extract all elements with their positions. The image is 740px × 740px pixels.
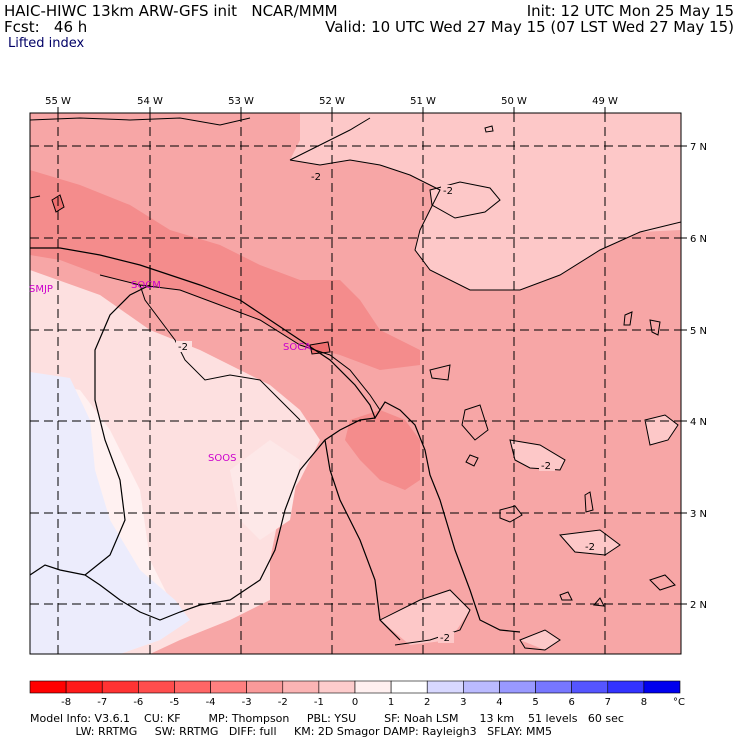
contour-label: -2: [440, 633, 450, 644]
colorbar-tick-label: -4: [206, 697, 216, 708]
colorbar-swatch: [101, 680, 139, 694]
contour-label: -2: [443, 186, 453, 197]
colorbar-swatch: [174, 680, 211, 694]
lifted-index-field: [30, 113, 681, 654]
lat-label: 2 N: [690, 600, 707, 611]
colorbar-swatch: [246, 680, 284, 694]
colorbar-swatch: [571, 680, 609, 694]
colorbar-tick-label: -1: [314, 697, 324, 708]
colorbar-swatch: [535, 680, 572, 694]
contour-lines: [30, 117, 681, 651]
colorbar-tick-label: 4: [496, 697, 502, 708]
valid-time: Valid: 10 UTC Wed 27 May 15 (07 LST Wed …: [325, 18, 734, 36]
colorbar-tick-label: 8: [641, 697, 647, 708]
lat-label: 4 N: [690, 417, 707, 428]
lon-label: 51 W: [410, 96, 436, 107]
colorbar-swatch: [65, 680, 103, 694]
colorbar-tick-label: 2: [424, 697, 430, 708]
colorbar-swatch: [138, 680, 175, 694]
lon-label: 53 W: [228, 96, 254, 107]
field-name: Lifted index: [8, 36, 85, 51]
lon-label: 55 W: [45, 96, 71, 107]
colorbar-swatch: [390, 680, 428, 694]
colorbar-swatch: [29, 680, 67, 694]
colorbar-tick-label: -6: [133, 697, 143, 708]
station-label: SOCA: [283, 342, 311, 353]
colorbar-tick-label: 3: [460, 697, 466, 708]
station-label: SOCM: [131, 280, 161, 291]
map-frame: [29, 112, 682, 655]
colorbar-swatch: [318, 680, 356, 694]
colorbar-tick-label: 0: [352, 697, 358, 708]
lat-label: 6 N: [690, 234, 707, 245]
colorbar-swatch: [499, 680, 536, 694]
contour-label: -2: [178, 342, 188, 353]
lat-label: 3 N: [690, 509, 707, 520]
model-title: HAIC-HIWC 13km ARW-GFS init NCAR/MMM: [4, 2, 338, 20]
colorbar-tick-label: 6: [568, 697, 574, 708]
contour-label: -2: [311, 172, 321, 183]
lon-label: 54 W: [137, 96, 163, 107]
station-label: SOOS: [208, 453, 236, 464]
colorbar-tick-label: -8: [61, 697, 71, 708]
colorbar-swatch: [282, 680, 320, 694]
lat-label: 7 N: [690, 142, 707, 153]
init-time: Init: 12 UTC Mon 25 May 15: [526, 2, 734, 20]
colorbar-swatch: [643, 680, 681, 694]
colorbar-swatch: [210, 680, 247, 694]
lon-label: 50 W: [501, 96, 527, 107]
colorbar-swatch: [354, 680, 392, 694]
colorbar-tick-label: -5: [169, 697, 179, 708]
lon-label: 49 W: [592, 96, 618, 107]
lon-label: 52 W: [319, 96, 345, 107]
colorbar-unit: °C: [673, 697, 685, 708]
colorbar-tick-label: 7: [605, 697, 611, 708]
colorbar-swatch: [463, 680, 500, 694]
station-label: SMJP: [29, 284, 53, 295]
colorbar-swatch: [426, 680, 464, 694]
model-info-line-2: LW: RRTMG SW: RRTMG DIFF: full KM: 2D Sm…: [30, 725, 552, 738]
model-info-line-1: Model Info: V3.6.1 CU: KF MP: Thompson P…: [30, 712, 624, 725]
colorbar-tick-label: 5: [532, 697, 538, 708]
forecast-hour: Fcst: 46 h: [4, 18, 88, 36]
lat-label: 5 N: [690, 326, 707, 337]
contour-value-labels: -2 -2 -2 -2 -2 -2: [176, 171, 599, 644]
colorbar-tick-label: 1: [388, 697, 394, 708]
axis-ticks: [57, 107, 687, 605]
colorbar-tick-label: -7: [97, 697, 107, 708]
contour-label: -2: [585, 542, 595, 553]
contour-label: -2: [541, 461, 551, 472]
colorbar-tick-label: -3: [242, 697, 252, 708]
colorbar-swatch: [607, 680, 645, 694]
colorbar-tick-label: -2: [278, 697, 288, 708]
lat-lon-grid: [30, 113, 681, 654]
colorbar: -8 -7 -6 -5 -4 -3 -2 -1 0 1 2 3 4 5 6 7 8: [29, 680, 681, 708]
